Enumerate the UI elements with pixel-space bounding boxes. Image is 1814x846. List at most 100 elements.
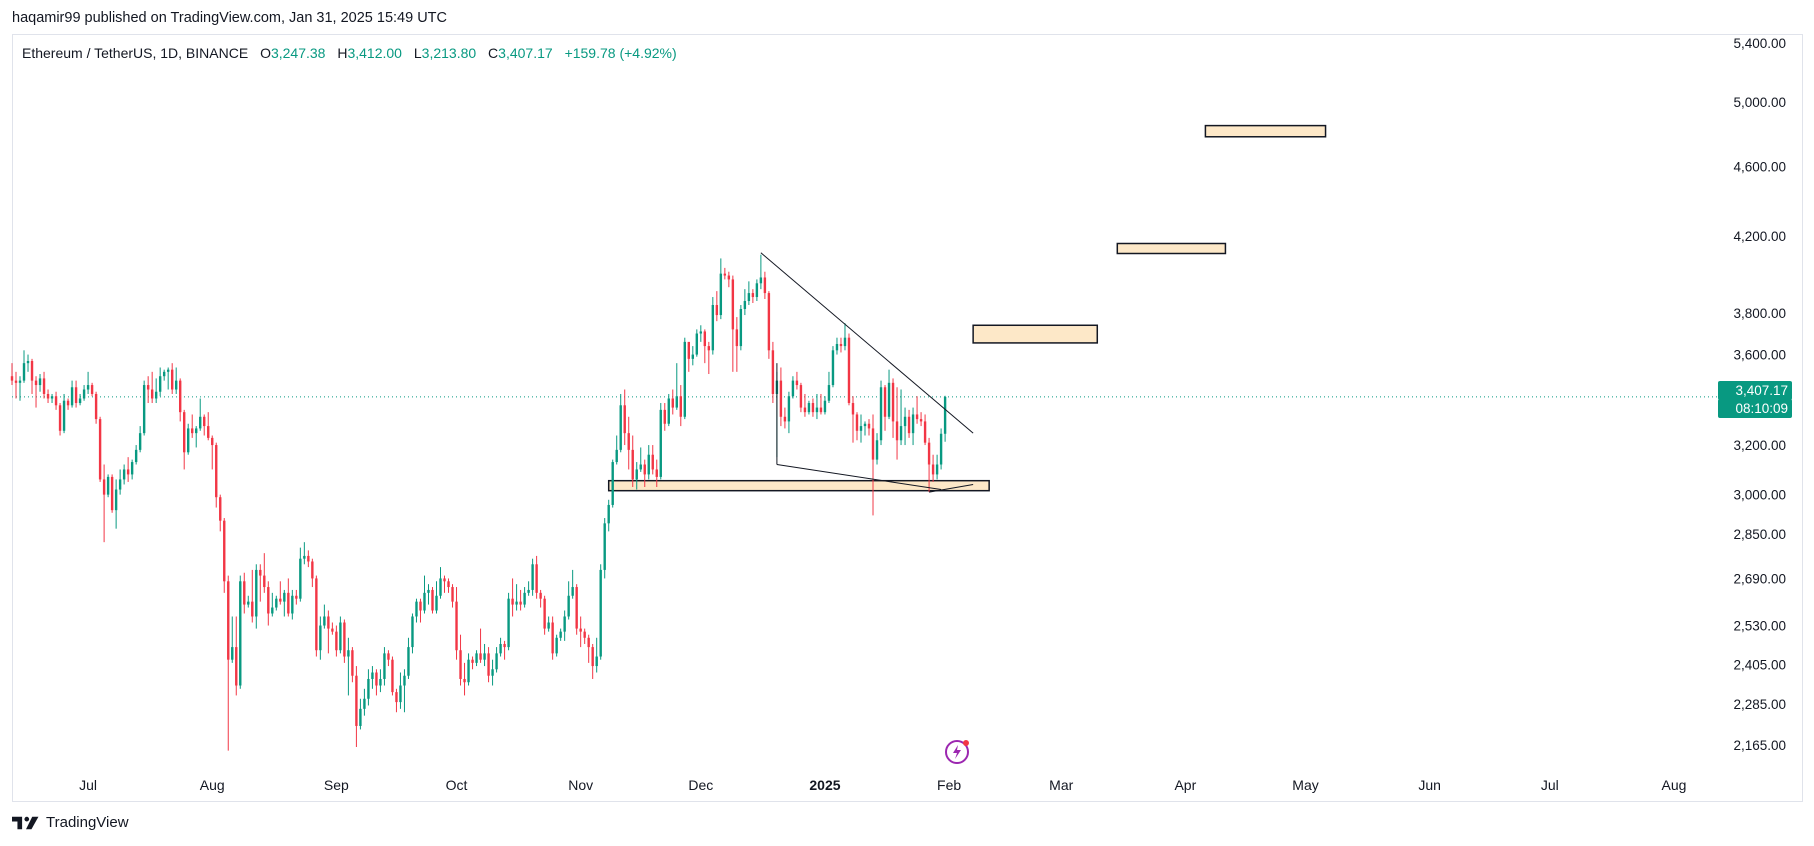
candle-body: [667, 398, 670, 424]
candle-body: [243, 581, 246, 605]
candle-body: [691, 354, 695, 359]
candle-body: [491, 669, 494, 676]
x-tick-label: Mar: [1049, 777, 1073, 793]
candle-body: [635, 469, 638, 480]
candle-body: [523, 592, 526, 605]
candle-body: [811, 403, 815, 413]
candle-body: [279, 598, 282, 602]
candle-body: [787, 396, 791, 422]
candle-body: [755, 283, 759, 298]
candle-body: [907, 416, 911, 434]
candle-body: [411, 616, 414, 648]
candle-body: [919, 419, 923, 422]
candle-body: [703, 331, 707, 347]
candle-body: [735, 329, 739, 347]
candle-body: [90, 385, 94, 394]
candle-body: [219, 497, 222, 521]
candle-body: [439, 578, 442, 596]
candle-body: [695, 333, 699, 355]
candle-body: [899, 426, 903, 441]
candle-body: [223, 520, 226, 582]
candle-body: [391, 659, 394, 693]
candle-body: [939, 433, 943, 465]
candle-body: [166, 369, 170, 372]
candle-body: [471, 659, 474, 663]
candle-body: [70, 387, 74, 406]
x-tick-label: Sep: [324, 777, 349, 793]
lightning-bolt-icon[interactable]: [944, 737, 972, 765]
candle-body: [42, 378, 46, 394]
candle-body: [699, 331, 703, 334]
candle-body: [615, 449, 618, 463]
candle-body: [843, 337, 847, 347]
candle-body: [22, 363, 26, 381]
change-value: +159.78 (+4.92%): [564, 45, 677, 61]
y-tick-label: 5,000.00: [1733, 95, 1786, 110]
candle-body: [567, 595, 570, 617]
candle-body: [199, 416, 202, 429]
candle-body: [211, 437, 214, 446]
candle-body: [483, 653, 486, 660]
candle-body: [315, 578, 318, 651]
candle-body: [847, 337, 851, 404]
candle-body: [623, 405, 626, 434]
trend-line: [928, 483, 974, 493]
candle-body: [463, 678, 466, 683]
candle-body: [795, 380, 799, 386]
candle-body: [663, 409, 666, 424]
candle-body: [227, 581, 230, 660]
candle-body: [407, 647, 410, 676]
candle-body: [747, 293, 751, 302]
y-tick-label: 2,405.00: [1733, 657, 1786, 672]
candle-body: [679, 396, 682, 417]
candle-body: [611, 462, 614, 505]
candle-body: [619, 405, 622, 450]
candle-body: [779, 380, 783, 417]
candle-body: [383, 653, 386, 679]
candle-body: [26, 361, 30, 364]
candle-body: [675, 396, 678, 408]
candle-body: [307, 555, 310, 562]
candle-body: [527, 589, 530, 593]
candle-body: [563, 616, 566, 632]
candle-body: [267, 587, 270, 614]
symbol-label[interactable]: Ethereum / TetherUS, 1D, BINANCE: [22, 45, 249, 61]
candle-body: [271, 607, 274, 614]
candle-body: [651, 454, 654, 470]
candle-body: [319, 625, 322, 651]
y-tick-label: 2,165.00: [1733, 738, 1786, 753]
candle-body: [783, 416, 787, 422]
candle-body: [419, 601, 422, 611]
candle-body: [903, 416, 907, 427]
candle-body: [851, 403, 855, 415]
trend-line: [760, 252, 974, 434]
candle-body: [98, 419, 102, 480]
candle-body: [387, 653, 390, 660]
candle-body: [291, 595, 294, 614]
footer-brand[interactable]: TradingView: [12, 814, 129, 831]
y-tick-label: 3,800.00: [1733, 306, 1786, 321]
low-value: 3,213.80: [421, 45, 477, 61]
candle-body: [355, 675, 358, 726]
candle-body: [887, 382, 891, 417]
candle-body: [459, 650, 462, 679]
candle-body: [331, 628, 334, 632]
candle-body: [170, 369, 174, 390]
open-label: O: [260, 45, 271, 61]
y-tick-label: 2,285.00: [1733, 697, 1786, 712]
candle-body: [259, 569, 262, 576]
candle-body: [751, 293, 755, 298]
candle-body: [539, 592, 542, 599]
candle-body: [46, 393, 50, 399]
candle-body: [178, 380, 182, 413]
candle-body: [447, 581, 450, 588]
candle-body: [867, 423, 871, 429]
candle-body: [639, 464, 642, 470]
candle-body: [431, 589, 434, 611]
candle-body: [643, 464, 646, 475]
candle-body: [231, 647, 234, 660]
x-tick-label: Jul: [1541, 777, 1559, 793]
candle-body: [118, 479, 122, 490]
candle-body: [371, 672, 374, 679]
